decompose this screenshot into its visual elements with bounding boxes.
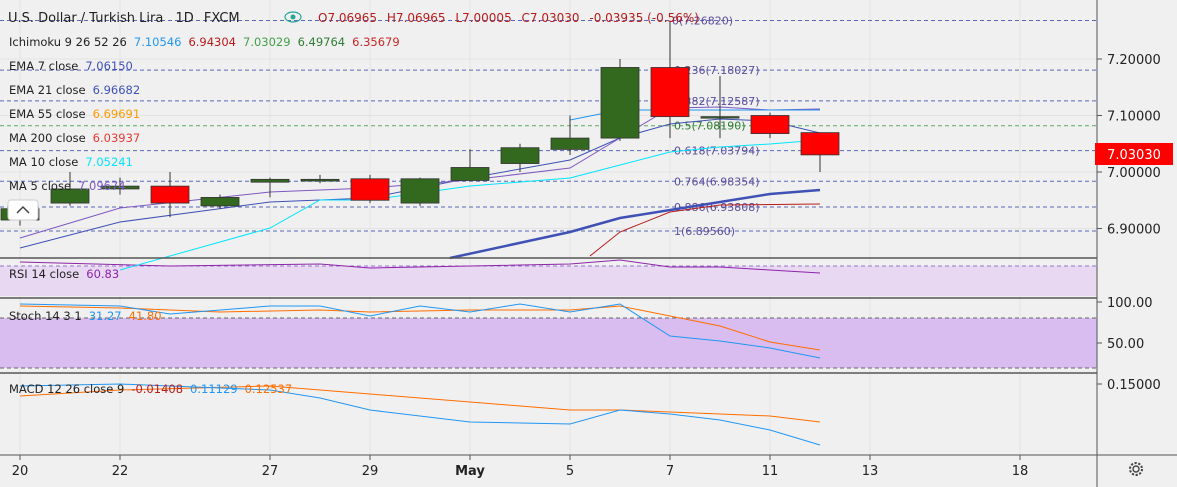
price-tick-label: 7.20000 (1107, 53, 1161, 68)
candle-body (750, 115, 790, 134)
time-tick-label: 27 (262, 464, 279, 479)
indicator-legend-row: MA 5 close 7.09674 (9, 179, 126, 193)
rsi-band (0, 266, 1097, 296)
time-tick-label: 20 (12, 464, 29, 479)
ohlc-values: O7.06965 H7.06965 L7.00005 C7.03030 -0.0… (318, 11, 699, 25)
candle-body (400, 178, 440, 204)
candle-body (500, 147, 540, 164)
indicator-legend-row: EMA 55 close 6.69691 (9, 107, 140, 121)
indicator-legend-row: EMA 21 close 6.96682 (9, 83, 140, 97)
fib-level-label: 1(6.89560) (674, 225, 735, 238)
fib-level-label: 0.236(7.18027) (674, 64, 760, 77)
candle-body (350, 178, 390, 201)
stoch-band (0, 318, 1097, 368)
fib-level-label: 0(7.26820) (672, 14, 733, 27)
candle-body (650, 67, 690, 118)
last-price-tag: 7.03030 (1095, 143, 1173, 165)
ema-21-line (449, 188, 821, 260)
rsi-line (19, 259, 821, 274)
time-tick-label: 18 (1012, 464, 1029, 479)
price-tick-label: 7.00000 (1107, 166, 1161, 181)
price-tick-label: 6.90000 (1107, 223, 1161, 238)
indicator-legend-row: MA 10 close 7.05241 (9, 155, 133, 169)
stoch-k-line (19, 303, 821, 359)
fib-level-label: 0.5(7.08190) (674, 120, 746, 133)
ichimoku-base-line (589, 203, 821, 257)
time-tick-label: 11 (762, 464, 779, 479)
macd-pane (19, 383, 821, 446)
indicator-legend-row: EMA 7 close 7.06150 (9, 59, 133, 73)
gear-icon[interactable] (1129, 462, 1143, 476)
fibonacci-levels: 0(7.26820) 0.236(7.18027) 0.382(7.12587) 0.… (0, 14, 1097, 238)
eye-icon[interactable] (284, 11, 302, 23)
candle-body (600, 67, 640, 139)
fib-level-label: 0.618(7.03794) (674, 145, 760, 158)
collapse-button-bg (7, 199, 39, 221)
candle-body (450, 167, 490, 181)
time-tick-label: 29 (362, 464, 379, 479)
candle-body (800, 132, 840, 156)
pane-tick-label: 100.00 (1107, 296, 1153, 311)
last-price-tag-text: 7.03030 (1107, 148, 1161, 163)
time-axis[interactable]: 20 22 27 29 May 5 7 11 13 18 (12, 455, 1029, 479)
stoch-pane (0, 303, 1097, 369)
symbol-title[interactable]: U.S. Dollar / Turkish Lira 1D FXCM (8, 11, 240, 26)
macd-signal-line (19, 385, 821, 423)
candle-body (200, 197, 240, 207)
collapse-legend-button[interactable] (7, 199, 39, 221)
candle-body (700, 116, 740, 119)
fib-level-label: 0.382(7.12587) (674, 95, 760, 108)
chart-legend: U.S. Dollar / Turkish Lira 1D FXCM O7.06… (7, 11, 699, 396)
time-tick-label: 7 (666, 464, 674, 479)
price-tick-label: 7.10000 (1107, 110, 1161, 125)
stoch-legend: Stoch 14 3 1 31.27 41.80 (9, 309, 162, 323)
indicator-legend-row: MA 200 close 6.03937 (9, 131, 140, 145)
time-tick-label: 5 (566, 464, 574, 479)
rsi-legend: RSI 14 close 60.83 (9, 267, 119, 281)
ma-10-line (119, 139, 821, 271)
indicator-legend: Ichimoku 9 26 52 26 7.10546 6.94304 7.03029… (7, 35, 400, 396)
price-axis[interactable]: 7.20000 7.10000 7.00000 6.90000 100.00 50.00 0… (1097, 53, 1161, 393)
fib-level-label: 0.764(6.98354) (674, 175, 760, 188)
chevron-up-icon (16, 205, 30, 214)
pane-tick-label: 50.00 (1107, 337, 1144, 352)
macd-line (19, 383, 821, 446)
candle-body (150, 185, 190, 204)
macd-legend: MACD 12 26 close 9 -0.01408 0.11129 0.12537 (9, 382, 292, 396)
candle-body (550, 137, 590, 150)
pane-tick-label: 0.15000 (1107, 378, 1161, 393)
candle-body (250, 178, 290, 183)
fib-level-label: 0.886(6.93808) (674, 201, 760, 214)
candlestick-series (0, 20, 840, 226)
candle-body (100, 185, 140, 190)
indicator-legend-row: Ichimoku 9 26 52 26 7.10546 6.94304 7.03029… (9, 35, 400, 49)
candle-body (50, 188, 90, 204)
last-price-tag-bg (1095, 143, 1173, 165)
candle-body (300, 178, 340, 182)
time-tick-label: 13 (862, 464, 879, 479)
rsi-pane (0, 259, 1097, 296)
time-tick-label: May (455, 464, 485, 479)
time-tick-label: 22 (112, 464, 129, 479)
